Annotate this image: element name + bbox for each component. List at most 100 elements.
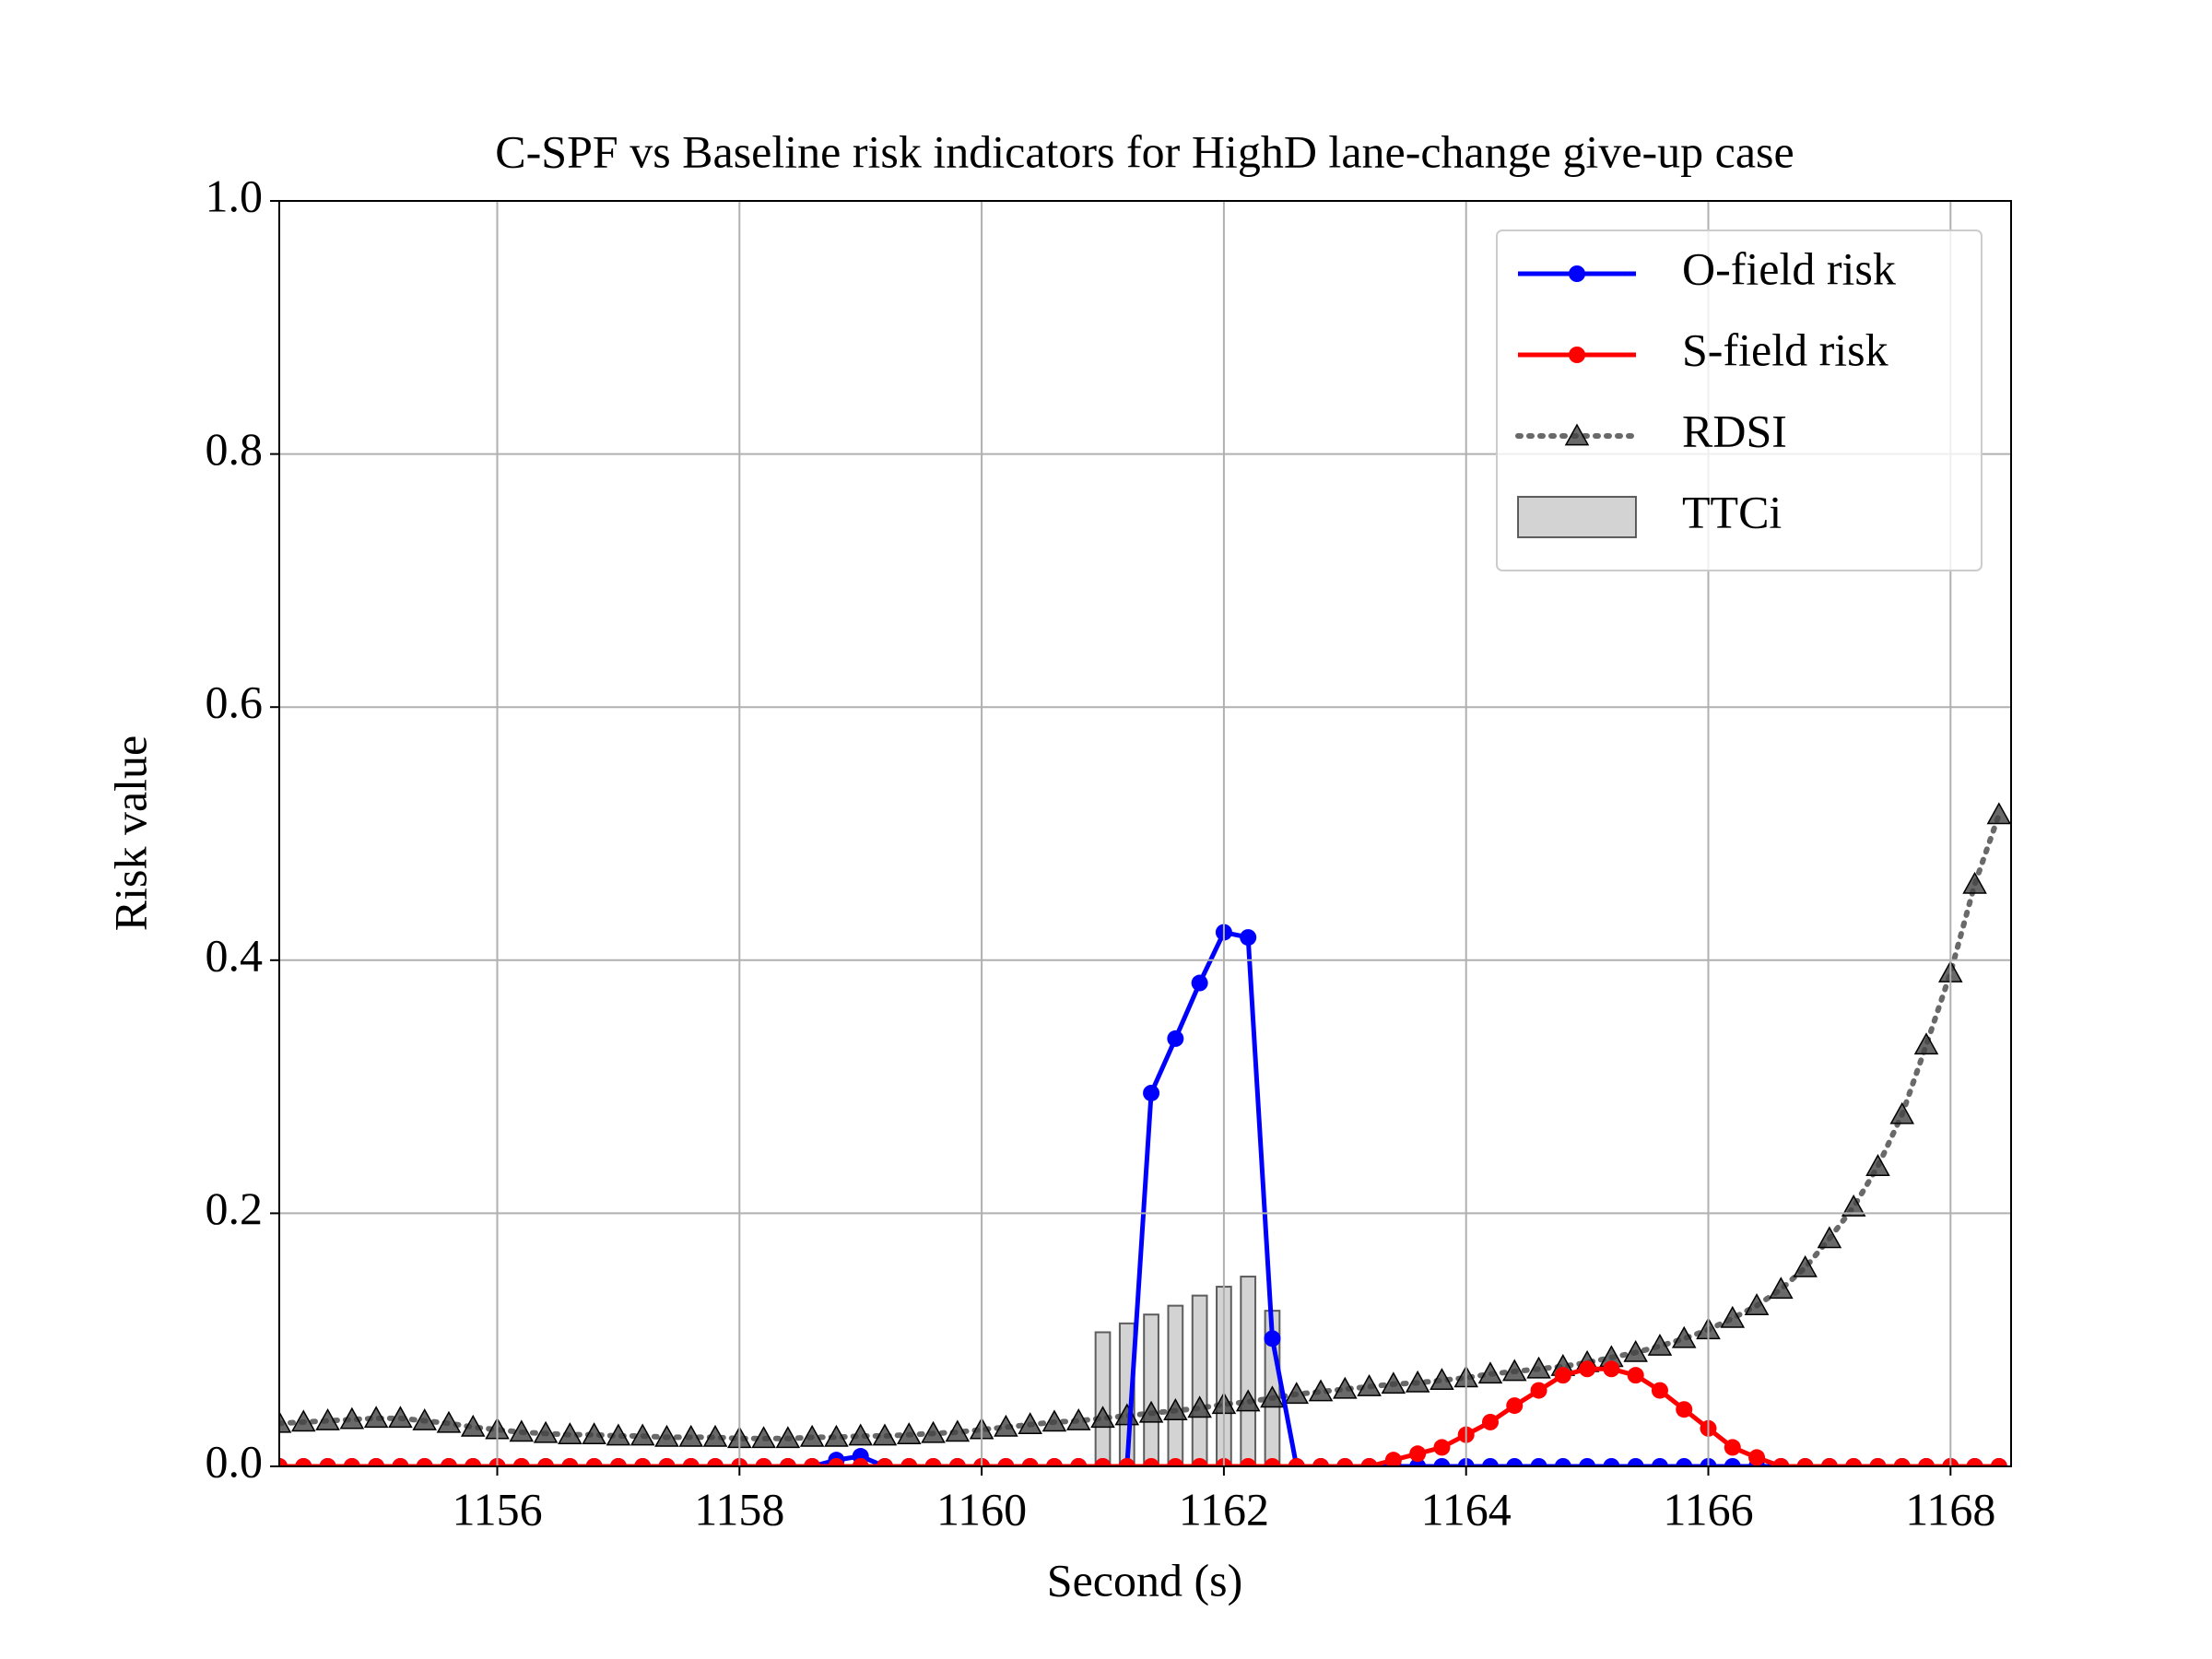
bar [1094, 1331, 1112, 1466]
marker [824, 1424, 849, 1447]
marker [1167, 1030, 1184, 1047]
marker [537, 1458, 555, 1466]
y-tick-label: 0.2 [206, 1182, 264, 1234]
marker [948, 1458, 966, 1466]
marker [533, 1420, 559, 1443]
marker [368, 1458, 385, 1466]
marker [779, 1458, 796, 1466]
marker [896, 1422, 922, 1445]
marker [1554, 1458, 1571, 1466]
marker [1724, 1439, 1741, 1456]
marker [1506, 1397, 1524, 1415]
x-tick-label: 1160 [936, 1483, 1027, 1535]
marker [1889, 1101, 1915, 1124]
marker [436, 1410, 462, 1433]
marker [1966, 1458, 1983, 1466]
marker [994, 1414, 1018, 1437]
marker [1143, 1458, 1160, 1466]
marker [1264, 1330, 1281, 1347]
marker [1627, 1367, 1644, 1384]
marker [1651, 1458, 1668, 1466]
marker [1647, 1334, 1673, 1356]
marker [799, 1424, 825, 1447]
marker [1288, 1458, 1305, 1466]
marker [1235, 1389, 1261, 1412]
x-tick-label: 1166 [1663, 1483, 1753, 1535]
marker [1817, 1226, 1842, 1249]
marker [654, 1424, 679, 1447]
marker [1623, 1339, 1648, 1362]
marker [702, 1424, 728, 1447]
marker [1793, 1254, 1818, 1277]
marker [1651, 1382, 1668, 1399]
marker [997, 1458, 1015, 1466]
marker [921, 1420, 946, 1443]
marker [319, 1458, 336, 1466]
marker [388, 1406, 413, 1429]
marker [1962, 871, 1987, 894]
marker [1045, 1458, 1063, 1466]
marker [1191, 1458, 1208, 1466]
marker [295, 1458, 312, 1466]
marker [1240, 1458, 1257, 1466]
marker [1990, 1458, 2007, 1466]
marker [585, 1458, 603, 1466]
x-tick-label: 1164 [1421, 1483, 1512, 1535]
series-line [279, 811, 2002, 1441]
marker [1308, 1379, 1334, 1402]
marker [1579, 1360, 1596, 1378]
marker [1526, 1356, 1551, 1379]
marker [1893, 1458, 1911, 1466]
y-tick-label: 0.6 [206, 677, 264, 728]
marker [1143, 1084, 1160, 1101]
marker [1986, 802, 2011, 825]
marker [1433, 1439, 1451, 1456]
marker [392, 1458, 409, 1466]
marker [678, 1424, 704, 1447]
marker [1360, 1458, 1378, 1466]
marker [1430, 1368, 1454, 1390]
plot-frame [278, 200, 2012, 1467]
marker [1627, 1458, 1644, 1466]
series-line [279, 1366, 1999, 1466]
y-tick-label: 0.0 [206, 1435, 264, 1487]
legend-box [1496, 229, 1983, 571]
marker [1913, 1032, 1939, 1055]
y-axis-label: Risk value [104, 735, 156, 931]
x-tick-label: 1162 [1179, 1483, 1269, 1535]
marker [606, 1423, 631, 1446]
marker [1118, 1458, 1135, 1466]
marker [1554, 1367, 1571, 1384]
marker [509, 1419, 535, 1442]
y-tick-label: 0.8 [206, 423, 264, 475]
marker [416, 1458, 433, 1466]
marker [440, 1458, 457, 1466]
marker [1845, 1458, 1863, 1466]
marker [775, 1426, 801, 1449]
marker [682, 1458, 700, 1466]
marker [1090, 1406, 1115, 1429]
marker [279, 1410, 292, 1433]
marker [755, 1458, 772, 1466]
bar [1167, 1304, 1184, 1466]
marker [629, 1423, 655, 1446]
marker [1333, 1376, 1358, 1399]
marker [1796, 1458, 1814, 1466]
marker [1138, 1400, 1164, 1423]
marker [1409, 1445, 1427, 1463]
marker [1720, 1305, 1746, 1328]
marker [558, 1422, 582, 1445]
marker [1772, 1458, 1790, 1466]
x-tick-label: 1156 [452, 1483, 542, 1535]
marker [512, 1458, 530, 1466]
plot-area [279, 802, 2011, 1466]
legend-label: RDSI [1682, 405, 1787, 456]
marker [609, 1458, 627, 1466]
marker [1041, 1409, 1067, 1432]
marker [1748, 1449, 1766, 1466]
marker [1676, 1458, 1693, 1466]
chart-title: C-SPF vs Baseline risk indicators for Hi… [495, 125, 1794, 177]
marker [1070, 1458, 1088, 1466]
marker [1820, 1458, 1838, 1466]
marker [634, 1458, 652, 1466]
